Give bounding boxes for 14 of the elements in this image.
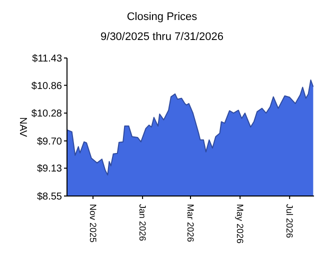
x-tick-label: Nov 2025 [88,204,98,243]
y-tick-label: $9.70 [36,136,62,148]
x-tick-label: Jul 2026 [284,204,294,238]
x-tick-label: May 2026 [234,204,245,244]
x-tick-label: Jan 2026 [137,204,148,242]
y-tick-label: $8.55 [36,192,62,202]
y-tick-label: $11.43 [32,54,62,64]
y-axis-title: NAV [17,117,28,138]
x-tick-label: Mar 2026 [185,204,196,242]
y-tick-label: $10.28 [31,108,62,120]
chart-subtitle: 9/30/2025 thru 7/31/2026 [100,31,224,43]
y-tick-label: $10.86 [31,80,62,92]
y-tick-label: $9.13 [36,164,62,175]
chart-title: Closing Prices [126,11,198,23]
